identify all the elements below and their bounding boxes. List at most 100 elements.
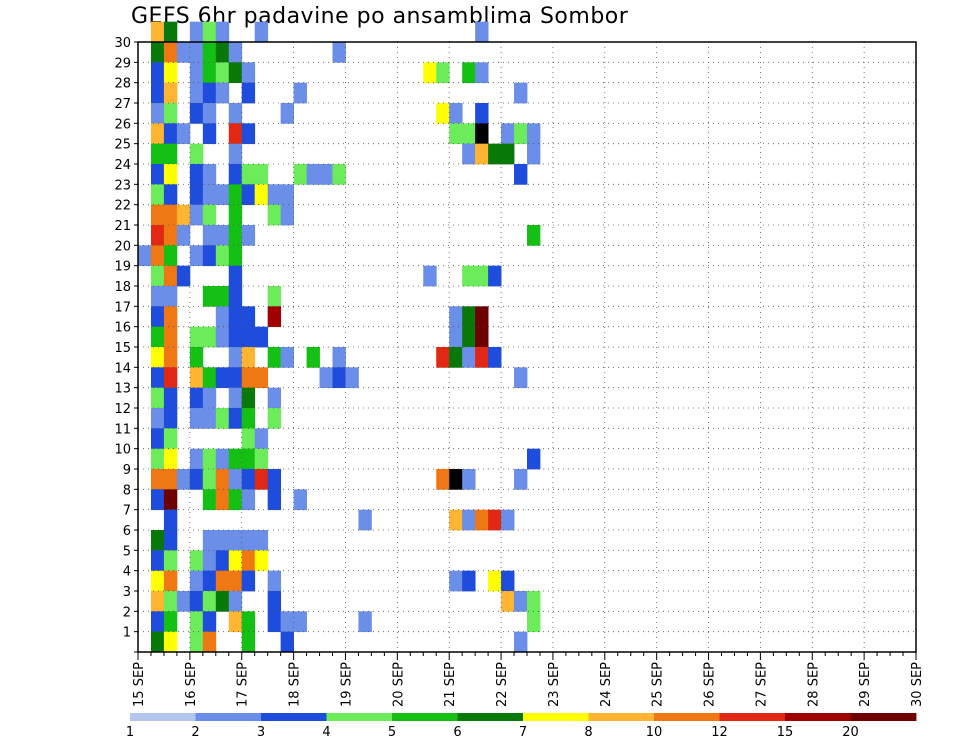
heatmap-cell (241, 469, 256, 490)
heatmap-cell (150, 123, 165, 145)
heatmap-cell (202, 591, 217, 612)
x-tick-label: 22 SEP (495, 662, 510, 707)
heatmap-cell (215, 530, 230, 551)
heatmap-cell (202, 326, 217, 348)
heatmap-cell (527, 611, 541, 633)
heatmap-cell (241, 550, 256, 572)
legend-label: 15 (777, 725, 794, 740)
y-axis: 1234567891011121314151617181920212223242… (114, 36, 138, 653)
heatmap-cell (189, 448, 204, 470)
heatmap-cell (189, 204, 204, 226)
heatmap-cell (189, 387, 204, 409)
heatmap-cell (176, 123, 191, 145)
legend-swatch (654, 713, 720, 721)
heatmap-cell (267, 347, 282, 368)
heatmap-cell (527, 143, 541, 165)
heatmap-cell (462, 143, 476, 165)
heatmap-cell (241, 82, 256, 104)
legend-label: 5 (388, 725, 396, 740)
x-tick-label: 19 SEP (340, 662, 355, 707)
heatmap-cell (228, 143, 243, 165)
heatmap-cell (514, 631, 528, 653)
heatmap-cell (189, 570, 204, 592)
heatmap-cell (475, 347, 489, 368)
heatmap-cell (163, 62, 178, 84)
heatmap-cell (176, 42, 191, 63)
y-tick-label: 23 (114, 178, 131, 193)
heatmap-cell (241, 448, 256, 470)
heatmap-cell (150, 21, 165, 43)
heatmap-cell (254, 448, 269, 470)
heatmap-cell (319, 367, 333, 389)
heatmap-cell (202, 570, 217, 592)
heatmap-cell (228, 530, 243, 551)
heatmap-cell (215, 225, 230, 246)
legend-label: 8 (584, 725, 592, 740)
heatmap-cell (436, 347, 450, 368)
heatmap-cell (215, 326, 230, 348)
heatmap-cell (163, 428, 178, 450)
heatmap-cell (202, 21, 217, 43)
legend-swatch (719, 713, 786, 721)
heatmap-cell (150, 42, 165, 63)
x-tick-label: 25 SEP (651, 662, 666, 707)
heatmap-cell (423, 62, 437, 84)
legend-label: 7 (519, 725, 527, 740)
heatmap-cell (202, 408, 217, 429)
legend-label: 12 (711, 725, 728, 740)
heatmap-cell (241, 306, 256, 328)
y-tick-label: 27 (114, 97, 131, 112)
heatmap-cell (150, 611, 165, 633)
heatmap-cell (449, 306, 463, 328)
y-tick-label: 16 (114, 321, 131, 336)
heatmap-cell (488, 509, 502, 531)
y-tick-label: 14 (114, 361, 131, 376)
heatmap-cell (462, 62, 476, 84)
heatmap-cell (215, 469, 230, 490)
x-tick-label: 28 SEP (806, 662, 821, 707)
heatmap-cell (215, 245, 230, 267)
heatmap-cell (176, 204, 191, 226)
heatmap-cell (215, 448, 230, 470)
heatmap-cell (241, 123, 256, 145)
heatmap-cell (501, 570, 515, 592)
heatmap-cell (293, 611, 307, 633)
y-tick-label: 11 (114, 422, 131, 437)
heatmap-cell (150, 347, 165, 368)
heatmap-cell (163, 306, 178, 328)
heatmap-cell (163, 123, 178, 145)
heatmap-cell (228, 326, 243, 348)
heatmap-cell (189, 164, 204, 185)
legend-label: 2 (191, 725, 199, 740)
heatmap-cell (267, 204, 282, 226)
heatmap-cell (241, 326, 256, 348)
heatmap-cell (293, 164, 307, 185)
heatmap-cell (254, 367, 269, 389)
heatmap-cell (228, 184, 243, 206)
heatmap-cell (514, 164, 528, 185)
heatmap-cell (254, 550, 269, 572)
y-tick-label: 6 (123, 524, 131, 539)
heatmap-cell (449, 509, 463, 531)
heatmap-cell (163, 448, 178, 470)
heatmap-cell (228, 570, 243, 592)
heatmap-cell (228, 469, 243, 490)
heatmap-cell (189, 21, 204, 43)
heatmap-cell (293, 489, 307, 511)
legend-label: 10 (646, 725, 663, 740)
heatmap-cell (163, 21, 178, 43)
heatmap-cell (241, 387, 256, 409)
heatmap-cell (332, 164, 346, 185)
heatmap-cell (150, 469, 165, 490)
y-tick-label: 8 (123, 483, 131, 498)
y-tick-label: 21 (114, 219, 131, 234)
heatmap-cell (189, 611, 204, 633)
heatmap-cell (189, 42, 204, 63)
heatmap-cell (202, 123, 217, 145)
color-legend: 1 2 3 4 5 6 7 8 10 12 15 20 (126, 713, 917, 740)
heatmap-cell (475, 265, 489, 287)
heatmap-cell (527, 123, 541, 145)
heatmap-cell (280, 184, 294, 206)
heatmap-cell (488, 570, 502, 592)
heatmap-cell (163, 82, 178, 104)
